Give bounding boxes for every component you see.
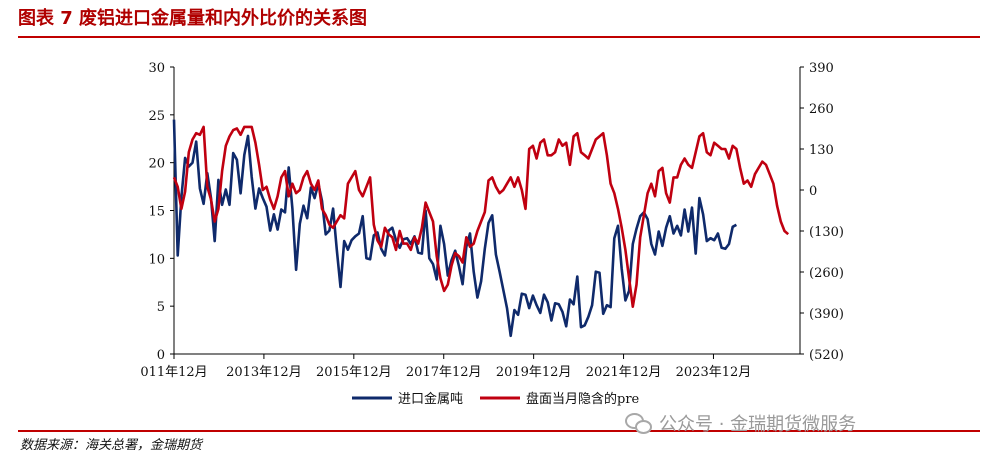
watermark-text: 公众号 · 金瑞期货微服务 — [659, 414, 857, 435]
right-tick-label: (130) — [809, 225, 844, 240]
wechat-icon — [625, 413, 652, 434]
x-tick-label: 2023年12月 — [676, 365, 752, 380]
right-tick-label: (520) — [809, 348, 844, 363]
right-tick-label: (390) — [809, 307, 844, 322]
legend-label-1: 进口金属吨 — [398, 391, 463, 407]
left-tick-label: 30 — [148, 61, 165, 76]
right-tick-label: (260) — [809, 266, 844, 281]
right-tick-label: 390 — [809, 61, 834, 76]
series-line-1 — [172, 119, 738, 338]
left-tick-label: 10 — [148, 252, 165, 267]
left-tick-label: 25 — [148, 109, 165, 124]
legend-label-2: 盘面当月隐含的pre — [526, 391, 640, 407]
left-tick-label: 5 — [157, 300, 165, 315]
x-tick-label: 2013年12月 — [226, 365, 302, 380]
x-tick-label: 2021年12月 — [586, 365, 662, 380]
right-tick-label: 130 — [809, 143, 834, 158]
right-tick-label: 0 — [809, 184, 817, 199]
x-tick-label: 011年12月 — [140, 365, 207, 380]
title-divider — [18, 36, 980, 38]
source-note: 数据来源：海关总署，金瑞期货 — [20, 438, 203, 453]
left-tick-label: 20 — [148, 157, 165, 172]
x-tick-label: 2015年12月 — [316, 365, 392, 380]
left-tick-label: 0 — [157, 348, 165, 363]
left-tick-label: 15 — [148, 205, 165, 220]
right-tick-label: 260 — [809, 102, 834, 117]
series-line-2 — [172, 125, 790, 309]
source-divider — [18, 430, 980, 432]
chart-title: 图表 7 废铝进口金属量和内外比价的关系图 — [18, 8, 368, 29]
watermark: 公众号 · 金瑞期货微服务 — [625, 410, 856, 436]
x-tick-label: 2017年12月 — [406, 365, 482, 380]
x-tick-label: 2019年12月 — [496, 365, 572, 380]
